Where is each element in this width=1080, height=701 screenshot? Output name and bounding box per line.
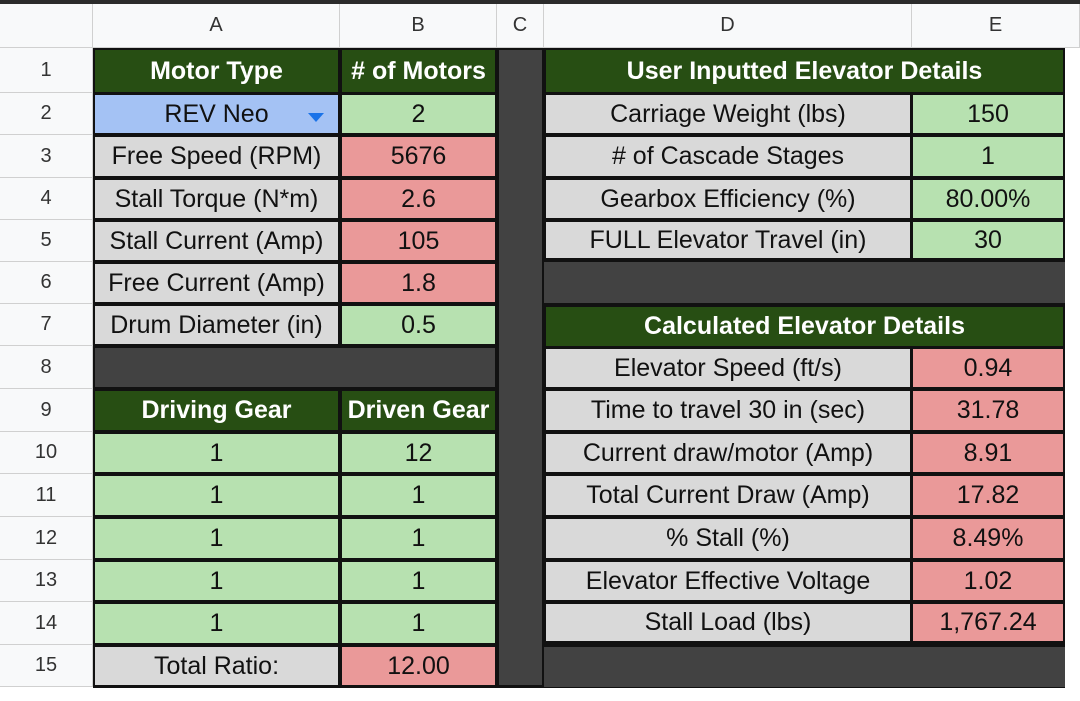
elevator-travel-label: FULL Elevator Travel (in) (546, 222, 910, 258)
row-header-14[interactable]: 14 (0, 602, 93, 645)
motor-type-dropdown[interactable]: REV Neo (95, 95, 338, 133)
row-header-6[interactable]: 6 (0, 262, 93, 304)
driven-gear-input-4[interactable]: 1 (342, 562, 495, 600)
total-ratio-value[interactable]: 12.00 (342, 647, 495, 685)
row-header-8[interactable]: 8 (0, 346, 93, 389)
row-header-10[interactable]: 10 (0, 432, 93, 474)
driven-gear-header[interactable]: Driven Gear (342, 391, 495, 430)
motor-type-value: REV Neo (164, 99, 269, 128)
elevator-speed-value[interactable]: 0.94 (913, 349, 1063, 387)
d-e-separator (544, 262, 1065, 303)
carriage-weight-label: Carriage Weight (lbs) (546, 95, 910, 133)
column-header-a[interactable]: A (93, 4, 340, 48)
stall-torque-value[interactable]: 2.6 (342, 180, 495, 218)
row-header-7[interactable]: 7 (0, 304, 93, 346)
free-current-value[interactable]: 1.8 (342, 264, 495, 302)
row-header-13[interactable]: 13 (0, 560, 93, 602)
driving-gear-input-3[interactable]: 1 (95, 519, 338, 558)
row-header-3[interactable]: 3 (0, 135, 93, 178)
driven-gear-input-5[interactable]: 1 (342, 604, 495, 643)
row-header-1[interactable]: 1 (0, 48, 93, 93)
stall-load-label: Stall Load (lbs) (546, 604, 910, 641)
bottom-right-separator (544, 647, 1065, 687)
row-header-12[interactable]: 12 (0, 517, 93, 560)
stall-percent-value[interactable]: 8.49% (913, 519, 1063, 558)
right-margin (1065, 48, 1080, 688)
elevator-speed-label: Elevator Speed (ft/s) (546, 349, 910, 387)
top-edge (0, 0, 1080, 4)
travel-time-value[interactable]: 31.78 (913, 391, 1063, 430)
driving-gear-input-2[interactable]: 1 (95, 476, 338, 515)
current-per-motor-value[interactable]: 8.91 (913, 434, 1063, 472)
column-header-e[interactable]: E (912, 4, 1080, 48)
row-header-5[interactable]: 5 (0, 220, 93, 262)
gearbox-efficiency-label: Gearbox Efficiency (%) (546, 180, 910, 218)
stall-load-value[interactable]: 1,767.24 (913, 604, 1063, 641)
row-header-11[interactable]: 11 (0, 474, 93, 517)
row-8-separator (95, 348, 495, 387)
column-c-separator (499, 50, 542, 685)
select-all-corner[interactable] (0, 4, 93, 48)
motor-count-input[interactable]: 2 (342, 95, 495, 133)
elevator-travel-input[interactable]: 30 (913, 222, 1063, 258)
motor-type-header[interactable]: Motor Type (95, 50, 338, 92)
driving-gear-input-1[interactable]: 1 (95, 434, 338, 472)
cascade-stages-label: # of Cascade Stages (546, 137, 910, 176)
driven-gear-input-1[interactable]: 12 (342, 434, 495, 472)
carriage-weight-input[interactable]: 150 (913, 95, 1063, 133)
effective-voltage-label: Elevator Effective Voltage (546, 562, 910, 600)
cascade-stages-input[interactable]: 1 (913, 137, 1063, 176)
sheet-bottom-area (0, 687, 1080, 701)
row-header-4[interactable]: 4 (0, 178, 93, 220)
drum-diameter-input[interactable]: 0.5 (342, 306, 495, 344)
stall-torque-label: Stall Torque (N*m) (95, 180, 338, 218)
driven-gear-input-2[interactable]: 1 (342, 476, 495, 515)
chevron-down-icon[interactable] (308, 113, 324, 122)
gearbox-efficiency-input[interactable]: 80.00% (913, 180, 1063, 218)
stall-current-label: Stall Current (Amp) (95, 222, 338, 260)
free-speed-label: Free Speed (RPM) (95, 137, 338, 176)
calculated-title[interactable]: Calculated Elevator Details (546, 307, 1063, 346)
stall-current-value[interactable]: 105 (342, 222, 495, 260)
driving-gear-input-5[interactable]: 1 (95, 604, 338, 643)
effective-voltage-value[interactable]: 1.02 (913, 562, 1063, 600)
column-header-d[interactable]: D (544, 4, 912, 48)
driven-gear-input-3[interactable]: 1 (342, 519, 495, 558)
total-current-value[interactable]: 17.82 (913, 476, 1063, 515)
free-speed-value[interactable]: 5676 (342, 137, 495, 176)
travel-time-label: Time to travel 30 in (sec) (546, 391, 910, 430)
stall-percent-label: % Stall (%) (546, 519, 910, 558)
column-header-b[interactable]: B (340, 4, 497, 48)
total-current-label: Total Current Draw (Amp) (546, 476, 910, 515)
user-inputs-title[interactable]: User Inputted Elevator Details (546, 50, 1063, 92)
free-current-label: Free Current (Amp) (95, 264, 338, 302)
motor-count-header[interactable]: # of Motors (342, 50, 495, 92)
column-header-c[interactable]: C (497, 4, 544, 48)
row-header-9[interactable]: 9 (0, 389, 93, 432)
driving-gear-input-4[interactable]: 1 (95, 562, 338, 600)
drum-diameter-label: Drum Diameter (in) (95, 306, 338, 344)
row-header-2[interactable]: 2 (0, 93, 93, 135)
row-header-15[interactable]: 15 (0, 645, 93, 687)
total-ratio-label: Total Ratio: (95, 647, 338, 685)
current-per-motor-label: Current draw/motor (Amp) (546, 434, 910, 472)
driving-gear-header[interactable]: Driving Gear (95, 391, 338, 430)
